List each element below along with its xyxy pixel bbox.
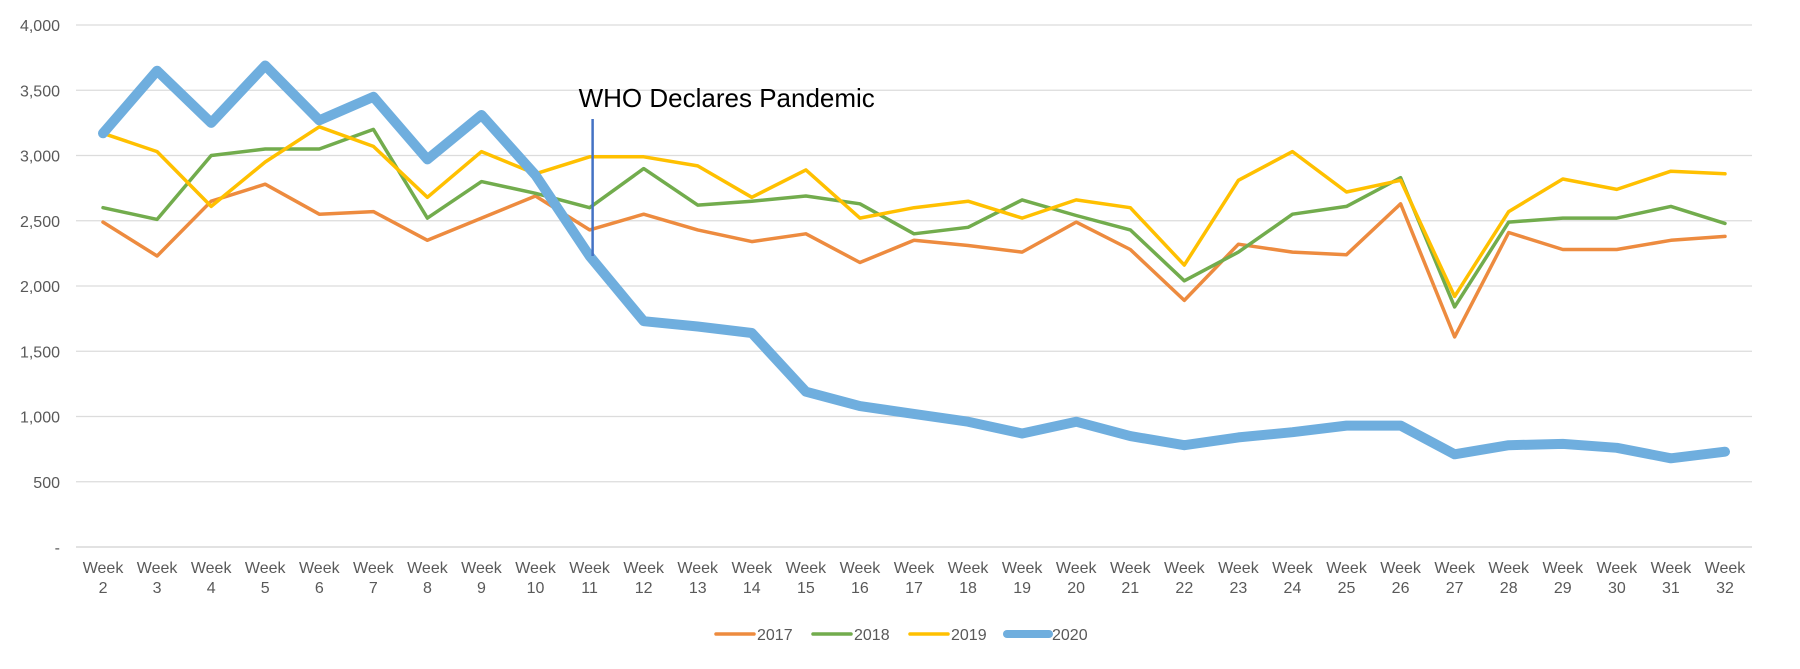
x-tick-label: Week 6 xyxy=(299,560,341,597)
y-tick-label: 2,500 xyxy=(20,214,60,231)
annotation-text: WHO Declares Pandemic xyxy=(579,83,875,113)
x-tick-label: Week 7 xyxy=(353,560,395,597)
x-tick-label: Week 8 xyxy=(407,560,449,597)
y-tick-label: 500 xyxy=(33,475,60,492)
legend: 2017 2018 2019 2020 xyxy=(714,627,1088,644)
x-tick-label: Week 15 xyxy=(786,560,828,597)
x-tick-label: Week 16 xyxy=(840,560,882,597)
x-tick-label: Week 11 xyxy=(569,560,611,597)
y-tick-label: 4,000 xyxy=(20,18,60,35)
x-tick-label: Week 31 xyxy=(1651,560,1693,597)
y-tick-label: 3,500 xyxy=(20,83,60,100)
legend-label-2019: 2019 xyxy=(951,627,987,644)
x-tick-label: Week 17 xyxy=(894,560,936,597)
x-tick-label: Week 26 xyxy=(1380,560,1422,597)
legend-label-2017: 2017 xyxy=(757,627,793,644)
series-line-2020 xyxy=(98,60,1730,464)
x-tick-label: Week 13 xyxy=(677,560,719,597)
x-tick-label: Week 18 xyxy=(948,560,990,597)
y-tick-label: - xyxy=(55,540,60,557)
series-line-2019 xyxy=(101,125,1727,299)
x-tick-label: Week 4 xyxy=(191,560,233,597)
x-tick-label: Week 28 xyxy=(1488,560,1530,597)
x-tick-label: Week 9 xyxy=(461,560,503,597)
x-tick-label: Week 32 xyxy=(1705,560,1747,597)
grid-lines xyxy=(76,24,1752,548)
x-tick-label: Week 14 xyxy=(732,560,774,597)
y-tick-label: 1,500 xyxy=(20,344,60,361)
x-tick-label: Week 2 xyxy=(83,560,125,597)
y-tick-label: 2,000 xyxy=(20,279,60,296)
x-tick-label: Week 30 xyxy=(1597,560,1639,597)
series-line-2018 xyxy=(101,127,1727,309)
x-tick-label: Week 19 xyxy=(1002,560,1044,597)
x-tick-label: Week 22 xyxy=(1164,560,1206,597)
x-tick-label: Week 10 xyxy=(515,560,557,597)
y-tick-label: 3,000 xyxy=(20,149,60,166)
x-tick-label: Week 24 xyxy=(1272,560,1314,597)
series-line-2017 xyxy=(101,182,1727,339)
x-axis-tick-labels: Week 2 Week 3 Week 4 Week 5 Week 6 Week 7 Week 8 Week 9… xyxy=(83,560,1747,597)
x-tick-label: Week 21 xyxy=(1110,560,1152,597)
legend-label-2018: 2018 xyxy=(854,627,890,644)
x-tick-label: Week 29 xyxy=(1542,560,1584,597)
y-axis-tick-labels: - 500 1,000 1,500 2,000 2,500 3,000 3,500 4,000 xyxy=(20,18,60,557)
x-tick-label: Week 23 xyxy=(1218,560,1260,597)
x-tick-label: Week 20 xyxy=(1056,560,1098,597)
legend-label-2020: 2020 xyxy=(1052,627,1088,644)
x-tick-label: Week 3 xyxy=(137,560,179,597)
y-tick-label: 1,000 xyxy=(20,410,60,427)
x-tick-label: Week 27 xyxy=(1434,560,1476,597)
x-tick-label: Week 5 xyxy=(245,560,287,597)
x-tick-label: Week 12 xyxy=(623,560,665,597)
annotations: WHO Declares Pandemic xyxy=(579,83,875,256)
x-tick-label: Week 25 xyxy=(1326,560,1368,597)
series-lines xyxy=(98,60,1730,464)
